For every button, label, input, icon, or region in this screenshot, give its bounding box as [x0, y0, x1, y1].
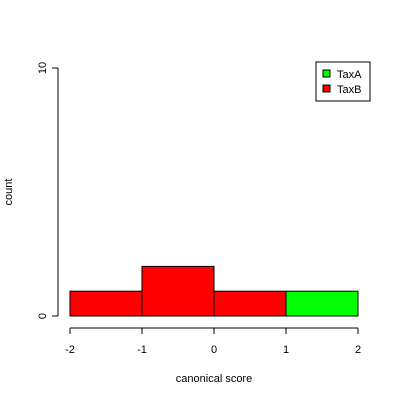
legend-swatch [322, 84, 331, 93]
legend-label: TaxA [337, 69, 362, 81]
x-tick-label: -2 [65, 344, 75, 356]
y-axis-title: count [3, 179, 15, 206]
histogram-bar [285, 290, 359, 317]
x-ticks-layer: -2 -1 0 1 2 [65, 328, 361, 356]
x-tick-label: 2 [355, 344, 361, 356]
x-tick-label: 0 [211, 344, 217, 356]
histogram-bar [141, 265, 215, 317]
histogram-bar [213, 290, 287, 317]
legend-items: TaxA TaxB [322, 69, 362, 96]
x-tick-label: 1 [283, 344, 289, 356]
y-tick-label: 0 [37, 313, 49, 319]
y-ticks-layer: 0 10 [37, 62, 58, 319]
x-axis-title: canonical score [176, 373, 252, 385]
bars-layer [69, 265, 359, 317]
legend-swatch [322, 69, 331, 78]
legend-box [315, 61, 371, 102]
y-tick-label: 10 [37, 62, 49, 74]
histogram-bar [69, 290, 143, 317]
legend: TaxA TaxB [315, 61, 371, 102]
legend-label: TaxB [337, 84, 361, 96]
x-tick-label: -1 [137, 344, 147, 356]
